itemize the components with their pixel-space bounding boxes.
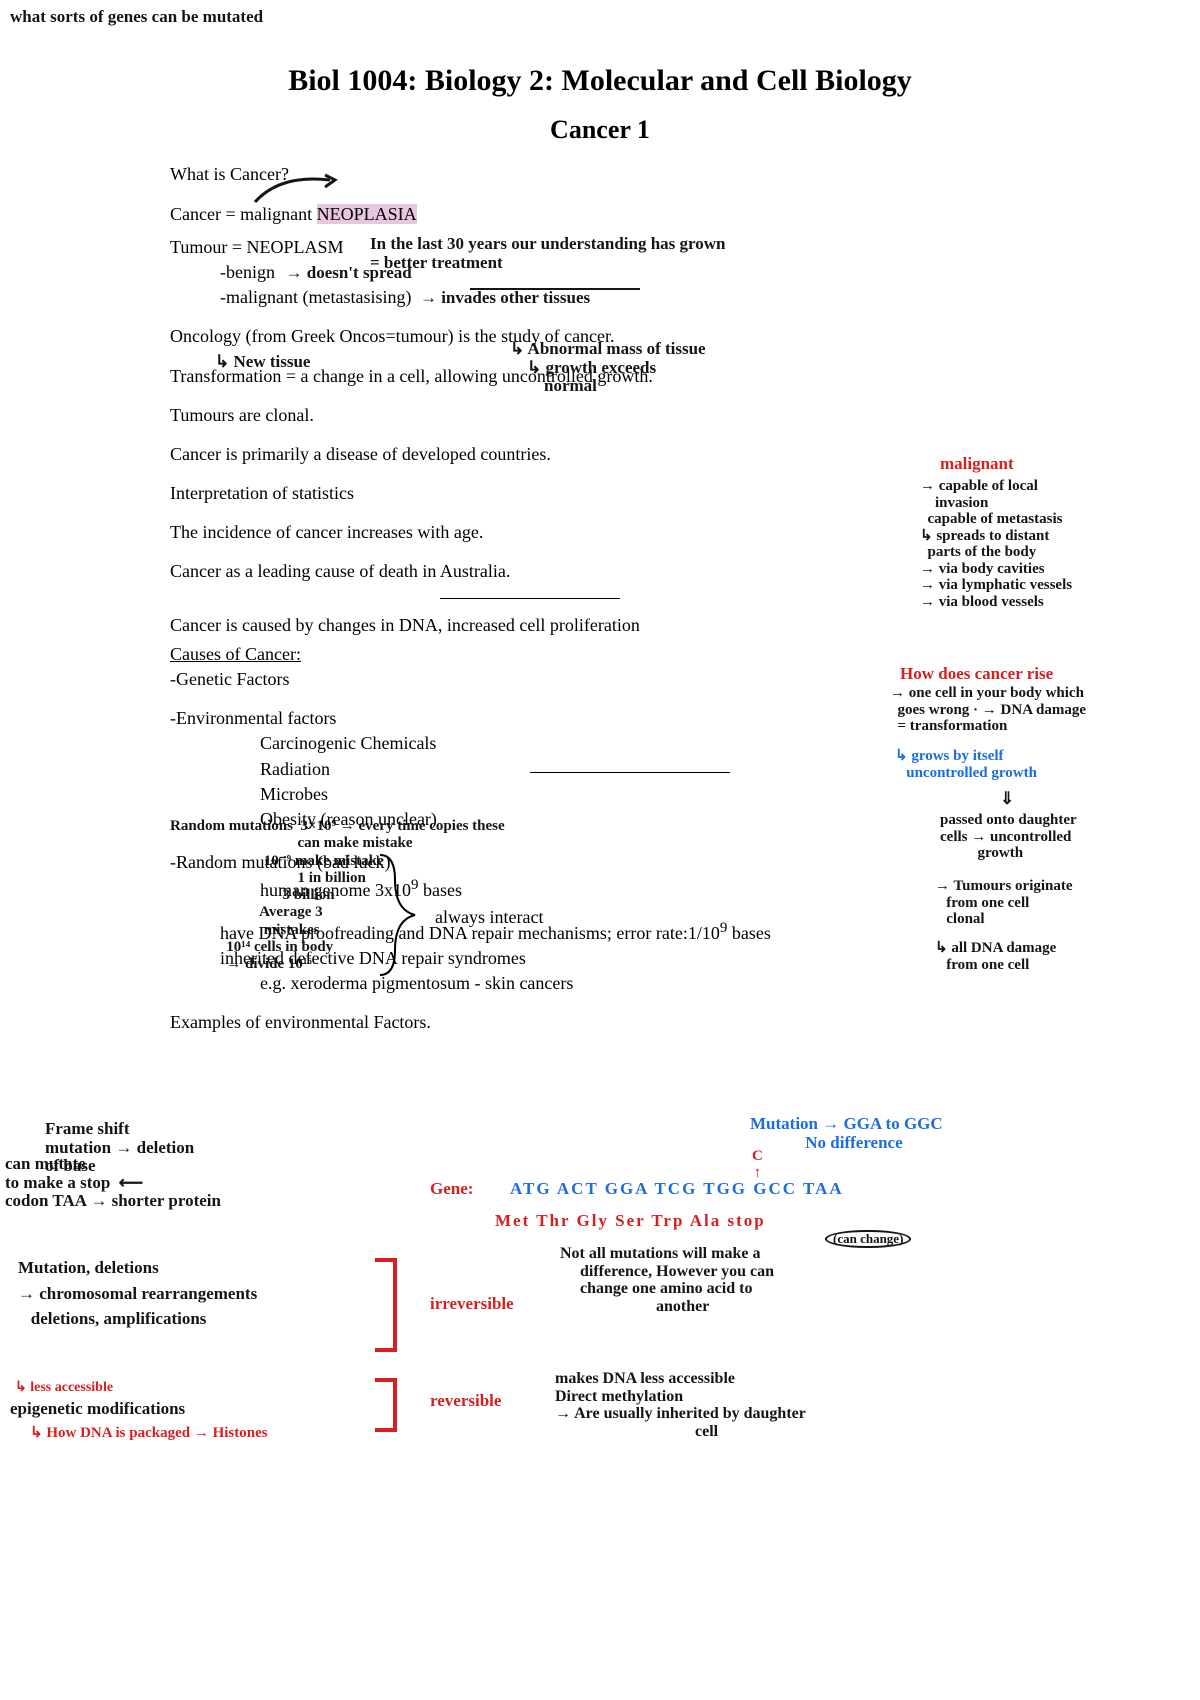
label-gene: Gene: [430,1180,473,1199]
course-title: Biol 1004: Biology 2: Molecular and Cell… [40,60,1160,102]
note-random-mutations-math: Random mutations 3×10⁹ → every time copi… [170,818,790,973]
causes-heading: Causes of Cancer: [170,644,301,664]
note-all-dna-damage: ↳ all DNA damage from one cell [935,940,1056,973]
note-grows-itself: ↳ grows by itself uncontrolled growth [895,748,1037,781]
note-how-rise-header: How does cancer rise [900,665,1053,684]
note-abnormal-mass: ↳ Abnormal mass of tissue ↳ growth excee… [510,340,706,396]
gene-c-insert: C ↑ [752,1148,763,1181]
note-malignant-list: → capable of local invasion capable of m… [920,478,1072,610]
note-mutation-gga: Mutation → GGA to GGC No difference [750,1115,943,1152]
lecture-title: Cancer 1 [40,112,1160,148]
underline-better-treatment [470,288,640,290]
underline-australia [530,772,730,773]
note-last-30-years: In the last 30 years our understanding h… [370,235,930,272]
note-epigenetic-packaging: ↳ How DNA is packaged → Histones [30,1425,268,1442]
note-passed-on: passed onto daughter cells → uncontrolle… [940,812,1077,862]
always-interact-label: always interact [435,905,543,930]
dna-changes-line: Cancer is caused by changes in DNA, incr… [170,613,1160,638]
examples-env-heading: Examples of environmental Factors. [170,1010,1160,1035]
note-mutation-deletions: Mutation, deletions → chromosomal rearra… [18,1255,257,1332]
note-how-rise-body: → one cell in your body which goes wrong… [890,685,1086,735]
note-malignant-header: malignant [940,455,1014,474]
q-what-is-cancer: What is Cancer? [170,162,1160,187]
note-new-tissue: ↳ New tissue [215,353,310,372]
neoplasia-term: NEOPLASIA [317,204,417,224]
bracket-reversible-icon [370,1375,420,1435]
gene-sequence: ATG ACT GGA TCG TGG GCC TAA [510,1180,844,1199]
note-epigenetic: epigenetic modifications [10,1400,185,1419]
bracket-irreversible-icon [370,1255,420,1355]
note-tumours-originate: → Tumours originate from one cell clonal [935,878,1073,928]
label-reversible: reversible [430,1392,501,1411]
overline-developed [440,598,620,599]
arrow-down-icon: ⇓ [1000,790,1014,809]
benign-line: -benign [220,262,275,282]
gene-change-circle: (can change) [825,1230,911,1248]
note-malignant: → invades other tissues [420,288,590,307]
label-irreversible: irreversible [430,1295,514,1314]
note-methylation: makes DNA less accessible Direct methyla… [555,1370,806,1440]
note-less-accessible: ↳ less accessible [15,1380,113,1395]
gene-amino-acids: Met Thr Gly Ser Trp Ala stop [495,1212,766,1231]
note-frame-shift: Frame shift mutation → deletion of base [45,1120,194,1176]
cancer-equals: Cancer = malignant [170,204,317,224]
malignant-line: -malignant (metastasising) [220,287,411,307]
microbes: Microbes [260,782,1160,807]
clonal-line: Tumours are clonal. [170,403,1160,428]
note-top-question: what sorts of genes can be mutated [10,8,263,27]
developed-countries-line: Cancer is primarily a disease of develop… [170,444,551,464]
curly-brace-icon [370,850,440,980]
note-not-all-mutations: Not all mutations will make a difference… [560,1245,774,1315]
